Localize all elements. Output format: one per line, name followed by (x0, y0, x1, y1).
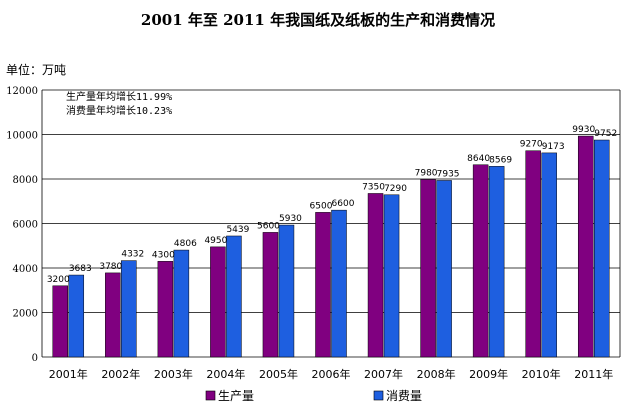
bar-consumption (278, 224, 295, 358)
y-tick-label: 6000 (13, 220, 38, 231)
y-tick-label: 4000 (13, 264, 38, 275)
y-tick-label: 12000 (6, 86, 38, 97)
data-label-production: 5600 (257, 221, 280, 231)
gridlines (42, 89, 620, 358)
x-tick-label: 2003年 (154, 367, 193, 381)
legend: 生产量 消费量 (205, 389, 422, 403)
bar-consumption (173, 249, 190, 358)
data-label-consumption: 5439 (226, 225, 249, 235)
bar-production (210, 246, 226, 358)
bar-production (367, 193, 384, 358)
y-tick-label: 2000 (13, 309, 38, 320)
x-tick-label: 2010年 (522, 367, 561, 381)
data-label-consumption: 9173 (542, 142, 565, 152)
x-tick-label: 2009年 (469, 367, 508, 381)
x-tick-label: 2011年 (574, 367, 613, 381)
data-label-production: 7350 (362, 182, 385, 192)
data-label-production: 4300 (152, 250, 175, 260)
bar-production (105, 272, 121, 358)
bar-production (472, 164, 489, 358)
annotation-production-growth: 生产量年均增长11.99% (66, 90, 172, 103)
x-tick-label: 2008年 (417, 367, 456, 381)
bar-consumption (121, 260, 137, 358)
bar-consumption (383, 194, 400, 358)
data-label-consumption: 7935 (437, 169, 460, 179)
bar-production (420, 179, 436, 358)
y-tick-label: 8000 (13, 175, 38, 186)
data-label-consumption: 4332 (121, 250, 144, 260)
bar-consumption (436, 180, 452, 358)
bar-consumption (226, 235, 242, 358)
bar-consumption (488, 166, 505, 358)
bar-production (525, 150, 541, 358)
bar-consumption (593, 139, 610, 358)
bar-consumption (331, 209, 347, 358)
bar-production (157, 261, 174, 358)
data-label-consumption: 9752 (594, 129, 617, 139)
bar-production (577, 135, 594, 358)
data-label-consumption: 8569 (489, 155, 512, 165)
legend-swatch-consumption (373, 390, 384, 401)
data-label-consumption: 7290 (384, 184, 407, 194)
legend-label-consumption: 消费量 (386, 389, 422, 403)
annotation-consumption-growth: 消费量年均增长10.23% (66, 104, 172, 117)
data-label-consumption: 5930 (279, 214, 302, 224)
bars (52, 135, 610, 358)
data-label-production: 3200 (47, 275, 70, 285)
legend-label-production: 生产量 (218, 389, 254, 403)
data-label-production: 4950 (204, 236, 227, 246)
data-label-production: 7980 (415, 168, 438, 178)
x-tick-label: 2004年 (206, 367, 245, 381)
legend-swatch-production (205, 390, 216, 401)
x-tick-label: 2007年 (364, 367, 403, 381)
x-tick-label: 2005年 (259, 367, 298, 381)
bar-production (262, 232, 279, 358)
y-tick-label: 0 (32, 353, 38, 364)
bar-production (52, 285, 69, 358)
unit-label: 单位：万吨 (6, 62, 66, 77)
data-label-consumption: 4806 (174, 239, 197, 249)
data-label-production: 9930 (572, 125, 595, 135)
bar-consumption (68, 274, 85, 358)
y-tick-label: 10000 (6, 131, 38, 142)
data-label-production: 3780 (99, 262, 122, 272)
y-axis: 0 2000 4000 6000 8000 10000 12000 (6, 86, 621, 364)
data-label-consumption: 6600 (332, 199, 355, 209)
x-tick-label: 2001年 (49, 367, 88, 381)
x-tick-label: 2002年 (101, 367, 140, 381)
data-label-production: 6500 (310, 201, 333, 211)
x-axis: 2001年 2002年 2003年 2004年 2005年 2006年 2007年 2008年… (49, 367, 613, 381)
data-label-production: 8640 (467, 154, 490, 164)
data-label-consumption: 3683 (69, 264, 92, 274)
bar-consumption (541, 152, 557, 358)
chart-title: 2001 年至 2011 年我国纸及纸板的生产和消费情况 (141, 11, 495, 29)
bar-production (315, 212, 331, 358)
data-label-production: 9270 (520, 140, 543, 150)
x-tick-label: 2006年 (312, 367, 351, 381)
